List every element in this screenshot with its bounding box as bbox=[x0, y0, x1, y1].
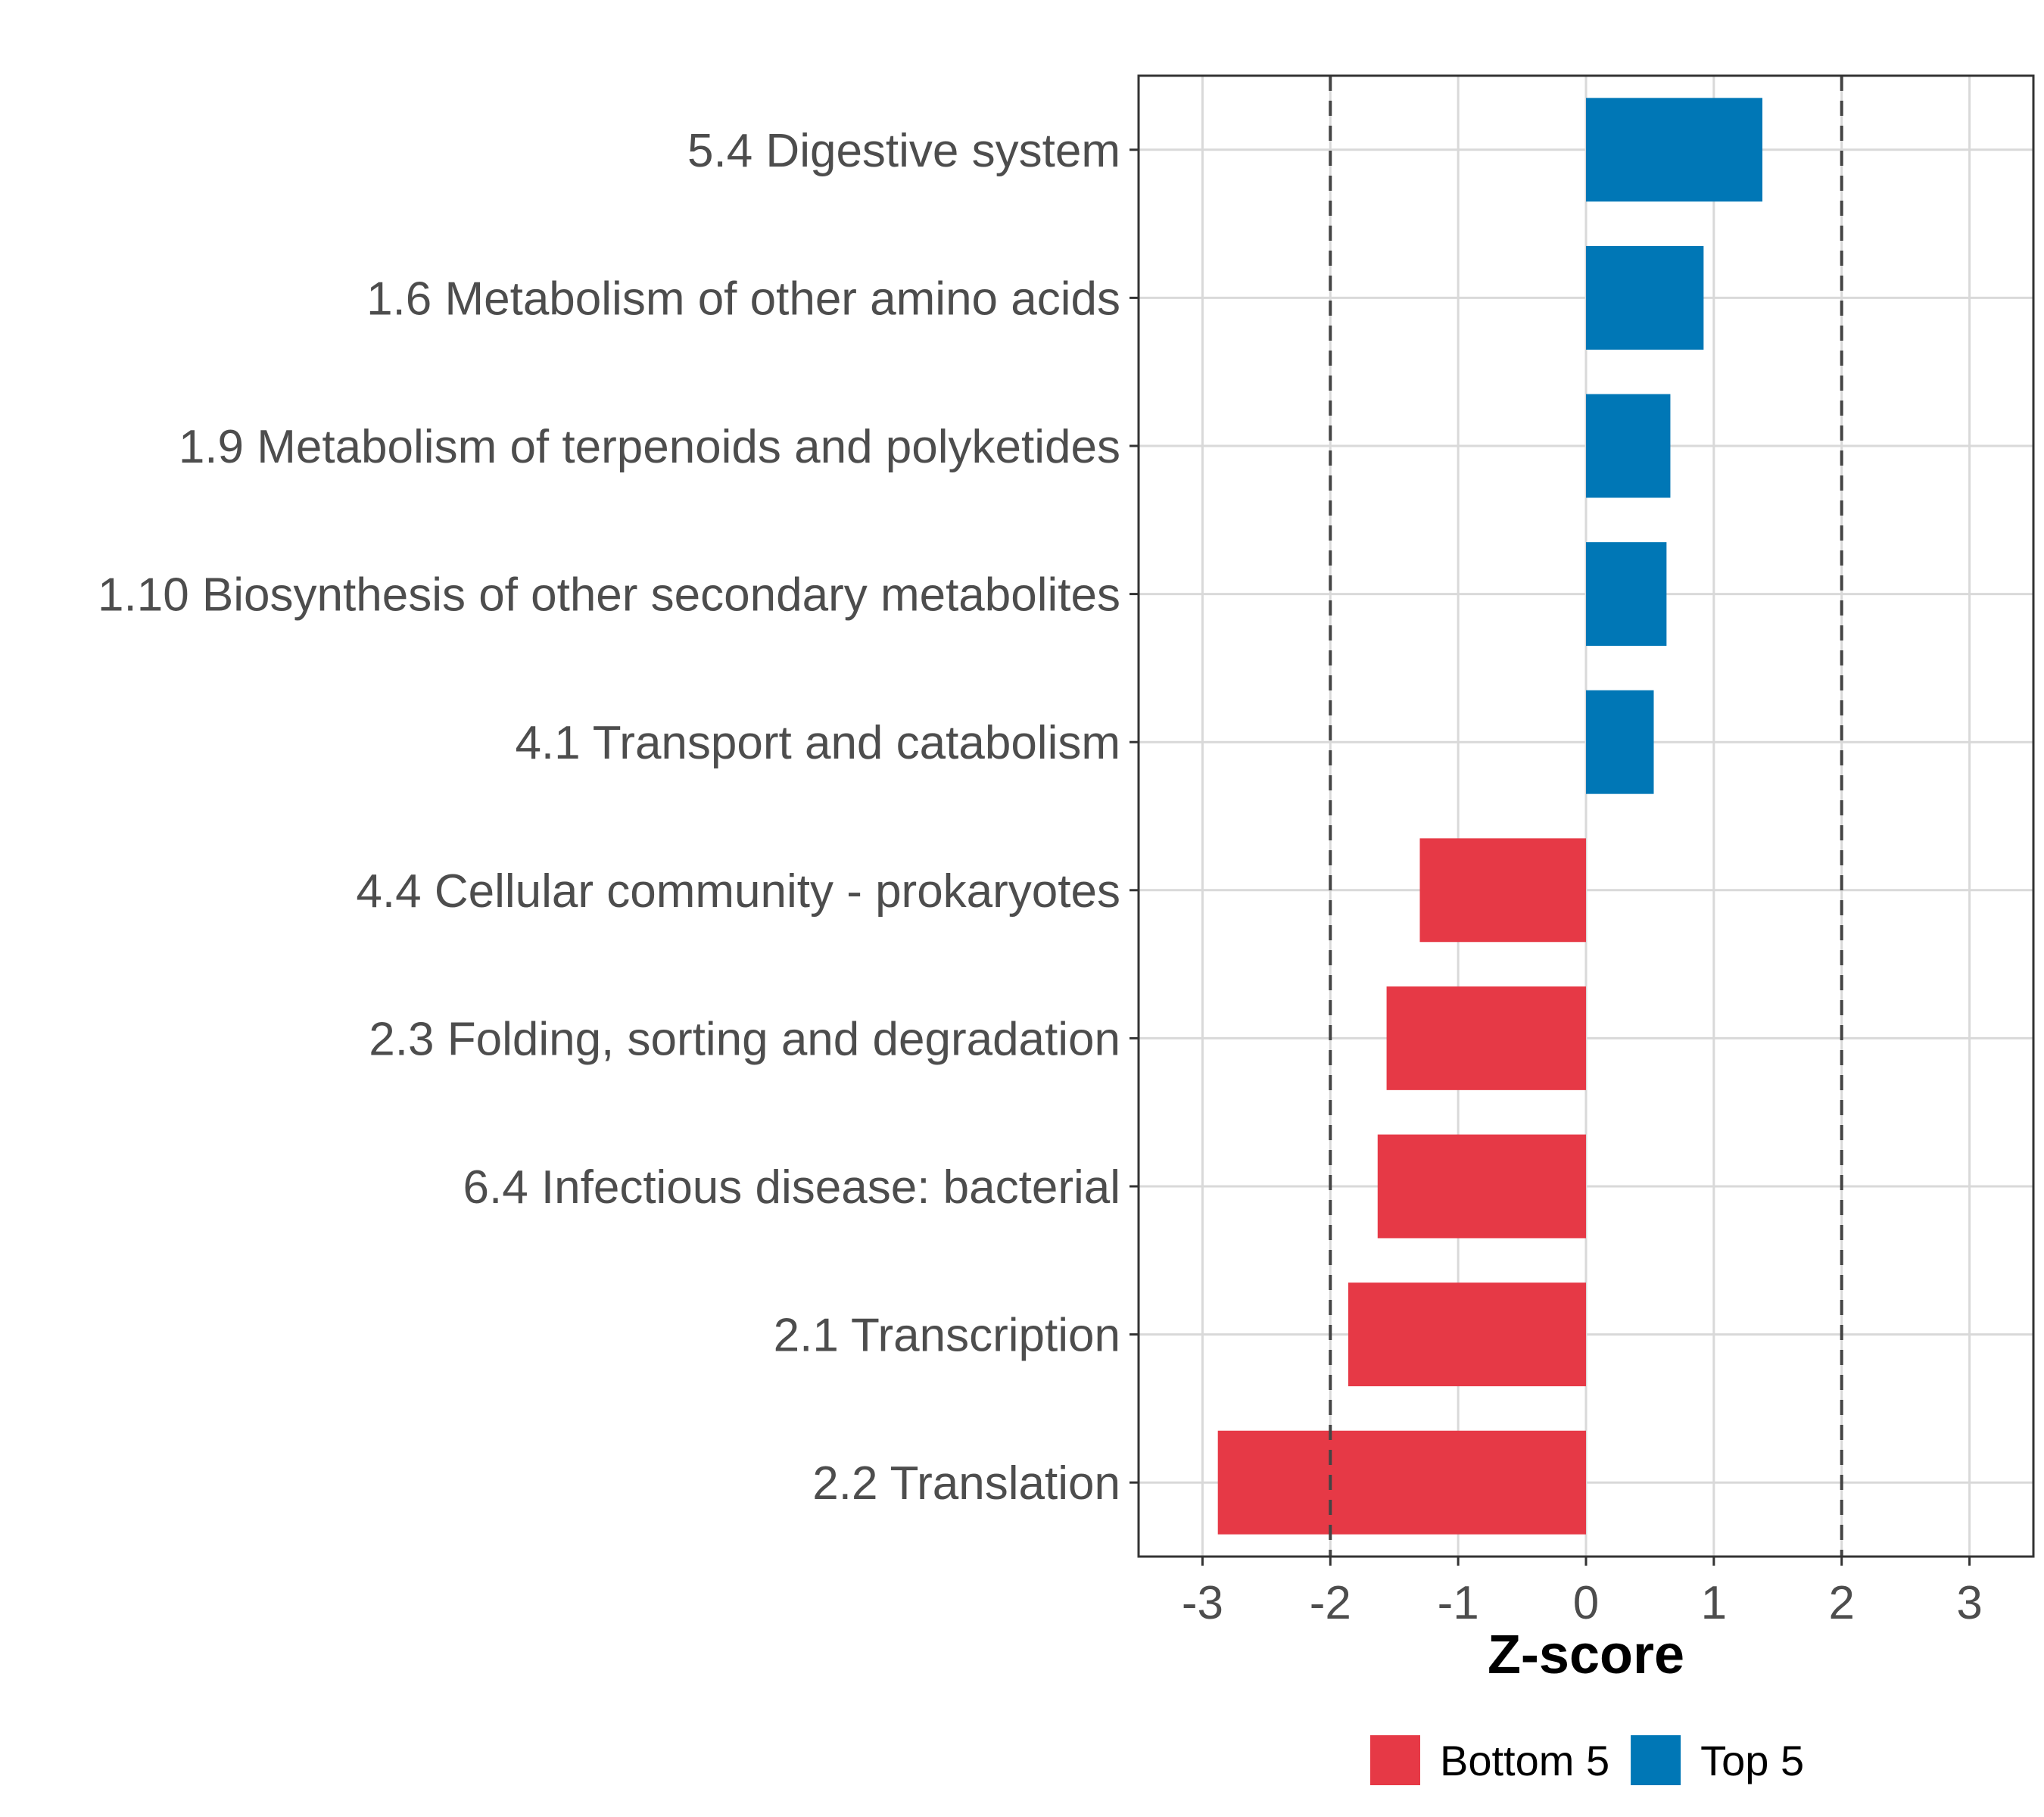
bar bbox=[1586, 542, 1667, 647]
bar bbox=[1217, 1430, 1586, 1535]
bar bbox=[1377, 1134, 1586, 1239]
x-tick-label: 0 bbox=[1573, 1577, 1599, 1629]
legend-label: Bottom 5 bbox=[1440, 1737, 1609, 1784]
category-label: 6.4 Infectious disease: bacterial bbox=[463, 1161, 1120, 1214]
x-tick-label: 2 bbox=[1828, 1577, 1854, 1629]
x-tick-label: -1 bbox=[1438, 1577, 1479, 1629]
reference-lines bbox=[1329, 76, 1843, 1557]
legend: Bottom 5 Top 5 bbox=[1370, 1735, 1804, 1785]
y-axis: 5.4 Digestive system 1.6 Metabolism of ot… bbox=[98, 125, 1139, 1510]
category-label: 1.6 Metabolism of other amino acids bbox=[366, 273, 1120, 325]
category-label: 2.3 Folding, sorting and degradation bbox=[369, 1013, 1120, 1065]
legend-key bbox=[1370, 1735, 1420, 1785]
category-label: 4.4 Cellular community - prokaryotes bbox=[356, 865, 1120, 918]
legend-key bbox=[1631, 1735, 1681, 1785]
category-label: 1.10 Biosynthesis of other secondary met… bbox=[98, 569, 1120, 622]
legend-label: Top 5 bbox=[1700, 1737, 1804, 1784]
x-tick-label: -3 bbox=[1182, 1577, 1223, 1629]
category-label: 4.1 Transport and catabolism bbox=[515, 717, 1120, 769]
bar bbox=[1586, 394, 1671, 498]
category-label: 2.1 Transcription bbox=[774, 1310, 1120, 1362]
bars bbox=[1217, 98, 1763, 1535]
category-label: 5.4 Digestive system bbox=[687, 125, 1120, 177]
bar bbox=[1586, 245, 1704, 350]
bar bbox=[1348, 1282, 1586, 1387]
x-tick-label: 3 bbox=[1956, 1577, 1982, 1629]
bar bbox=[1586, 690, 1654, 794]
x-tick-label: 1 bbox=[1701, 1577, 1727, 1629]
bar bbox=[1586, 98, 1763, 202]
category-label: 1.9 Metabolism of terpenoids and polyket… bbox=[179, 421, 1120, 473]
category-label: 2.2 Translation bbox=[812, 1457, 1120, 1510]
bar bbox=[1419, 838, 1586, 943]
x-tick-label: -2 bbox=[1310, 1577, 1351, 1629]
x-axis: -3 -2 -1 0 1 2 3 bbox=[1182, 1557, 1983, 1629]
x-axis-title: Z-score bbox=[1488, 1625, 1684, 1685]
bar bbox=[1386, 986, 1586, 1090]
